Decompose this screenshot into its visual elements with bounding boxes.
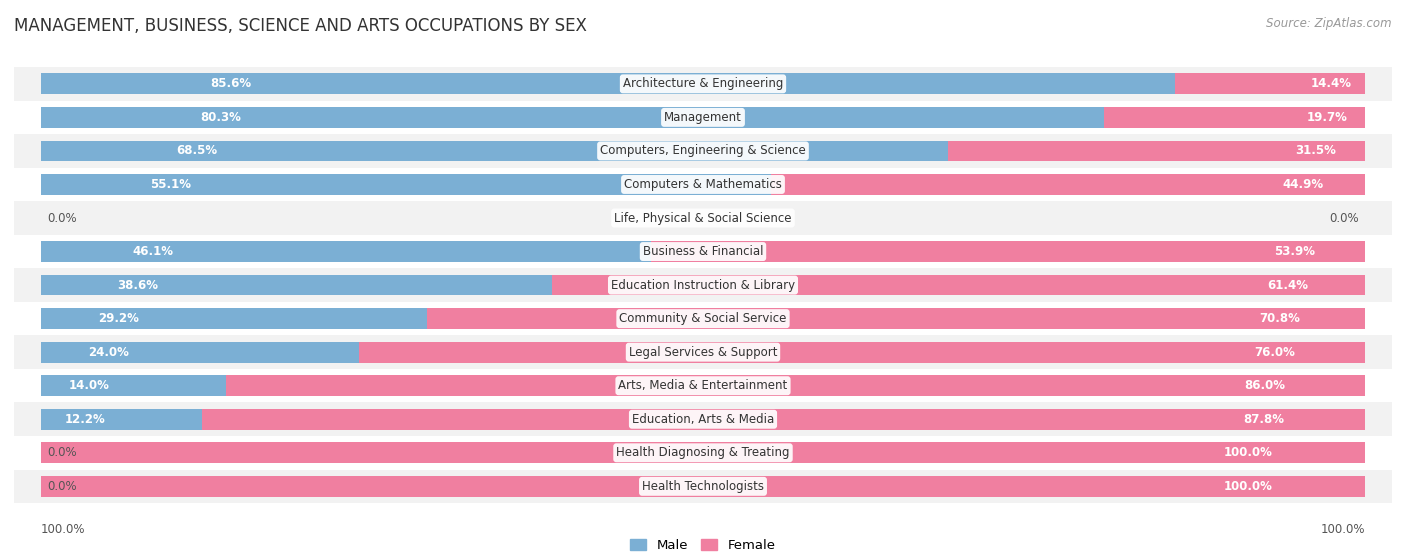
Bar — [14, 235, 1392, 268]
Bar — [14, 335, 1392, 369]
Text: 70.8%: 70.8% — [1258, 312, 1299, 325]
Bar — [202, 409, 1365, 430]
Bar — [226, 375, 1365, 396]
Text: Computers, Engineering & Science: Computers, Engineering & Science — [600, 144, 806, 158]
Text: 19.7%: 19.7% — [1306, 111, 1347, 124]
Text: Management: Management — [664, 111, 742, 124]
Bar — [41, 107, 1105, 128]
Text: 46.1%: 46.1% — [132, 245, 173, 258]
Text: Source: ZipAtlas.com: Source: ZipAtlas.com — [1267, 17, 1392, 30]
Bar — [651, 241, 1365, 262]
Text: 80.3%: 80.3% — [200, 111, 240, 124]
Bar — [14, 470, 1392, 503]
Text: 44.9%: 44.9% — [1282, 178, 1324, 191]
Text: 87.8%: 87.8% — [1243, 413, 1284, 426]
Text: 14.4%: 14.4% — [1310, 77, 1353, 91]
Text: Life, Physical & Social Science: Life, Physical & Social Science — [614, 211, 792, 225]
Bar — [41, 174, 770, 195]
Text: Architecture & Engineering: Architecture & Engineering — [623, 77, 783, 91]
Text: 0.0%: 0.0% — [48, 446, 77, 459]
Legend: Male, Female: Male, Female — [626, 534, 780, 557]
Bar — [14, 369, 1392, 402]
Text: Education, Arts & Media: Education, Arts & Media — [631, 413, 775, 426]
Bar — [359, 342, 1365, 363]
Text: 14.0%: 14.0% — [69, 379, 110, 392]
Bar — [1174, 73, 1365, 94]
Bar — [14, 302, 1392, 335]
Bar — [41, 375, 226, 396]
Bar — [14, 134, 1392, 168]
Text: Health Technologists: Health Technologists — [643, 480, 763, 493]
Text: 0.0%: 0.0% — [1329, 211, 1358, 225]
Bar — [427, 308, 1365, 329]
Bar — [41, 342, 359, 363]
Bar — [41, 140, 948, 162]
Bar — [1105, 107, 1365, 128]
Text: Legal Services & Support: Legal Services & Support — [628, 345, 778, 359]
Text: 12.2%: 12.2% — [65, 413, 105, 426]
Bar — [14, 402, 1392, 436]
Bar — [41, 409, 202, 430]
Bar — [553, 274, 1365, 296]
Bar — [14, 268, 1392, 302]
Text: Computers & Mathematics: Computers & Mathematics — [624, 178, 782, 191]
Text: 31.5%: 31.5% — [1295, 144, 1336, 158]
Bar — [14, 201, 1392, 235]
Bar — [14, 168, 1392, 201]
Text: 68.5%: 68.5% — [177, 144, 218, 158]
Bar — [41, 241, 651, 262]
Text: 24.0%: 24.0% — [89, 345, 129, 359]
Bar — [14, 436, 1392, 470]
Text: 0.0%: 0.0% — [48, 480, 77, 493]
Text: 0.0%: 0.0% — [48, 211, 77, 225]
Text: 85.6%: 85.6% — [211, 77, 252, 91]
Bar — [41, 442, 1365, 463]
Text: 55.1%: 55.1% — [150, 178, 191, 191]
Text: Business & Financial: Business & Financial — [643, 245, 763, 258]
Bar — [41, 308, 427, 329]
Text: Community & Social Service: Community & Social Service — [619, 312, 787, 325]
Bar — [14, 67, 1392, 101]
Text: Health Diagnosing & Treating: Health Diagnosing & Treating — [616, 446, 790, 459]
Text: 61.4%: 61.4% — [1267, 278, 1309, 292]
Text: MANAGEMENT, BUSINESS, SCIENCE AND ARTS OCCUPATIONS BY SEX: MANAGEMENT, BUSINESS, SCIENCE AND ARTS O… — [14, 17, 586, 35]
Bar — [770, 174, 1365, 195]
Bar — [41, 73, 1174, 94]
Text: 53.9%: 53.9% — [1274, 245, 1316, 258]
Bar — [41, 476, 1365, 497]
Text: Arts, Media & Entertainment: Arts, Media & Entertainment — [619, 379, 787, 392]
Text: 100.0%: 100.0% — [1322, 523, 1365, 536]
Text: 86.0%: 86.0% — [1244, 379, 1285, 392]
Text: 100.0%: 100.0% — [1223, 480, 1272, 493]
Bar — [14, 101, 1392, 134]
Bar — [41, 274, 553, 296]
Text: 29.2%: 29.2% — [98, 312, 139, 325]
Text: 100.0%: 100.0% — [1223, 446, 1272, 459]
Bar — [948, 140, 1365, 162]
Text: 38.6%: 38.6% — [117, 278, 159, 292]
Text: 76.0%: 76.0% — [1254, 345, 1295, 359]
Text: 100.0%: 100.0% — [41, 523, 84, 536]
Text: Education Instruction & Library: Education Instruction & Library — [612, 278, 794, 292]
